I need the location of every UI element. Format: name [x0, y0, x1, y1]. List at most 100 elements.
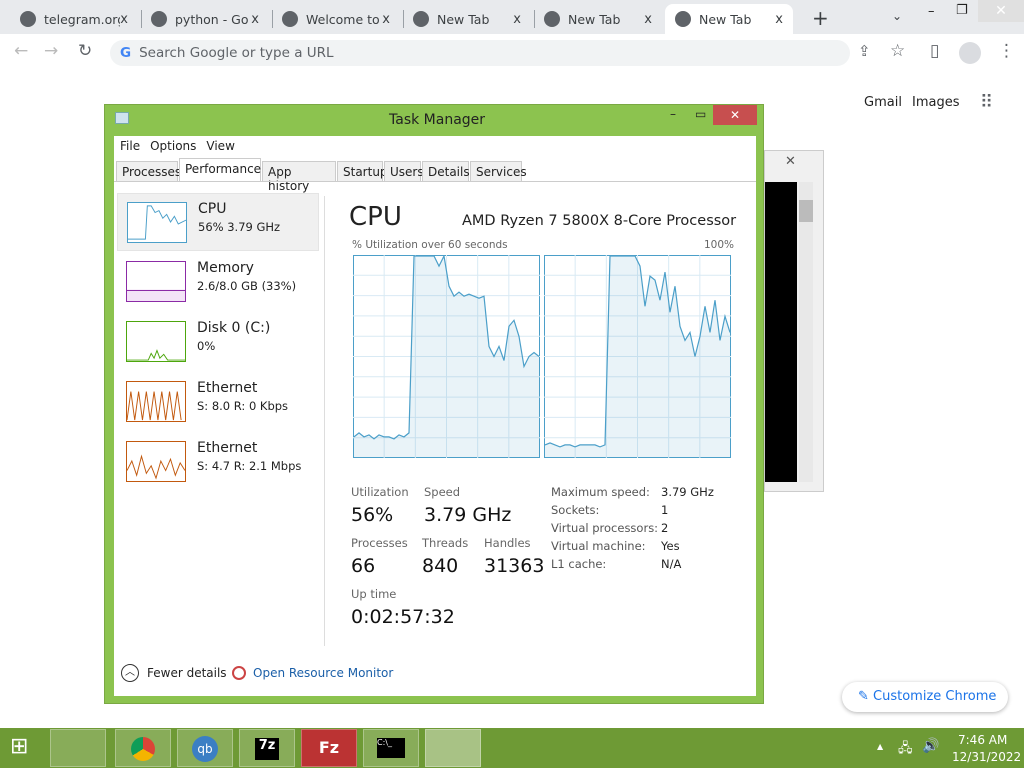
- clock-time[interactable]: 7:46 AM: [958, 733, 1008, 747]
- network-icon[interactable]: 🖧: [898, 741, 913, 756]
- tab-users[interactable]: Users: [384, 161, 424, 182]
- speed-label: Speed: [424, 485, 461, 499]
- browser-tab[interactable]: New Tab x: [665, 4, 793, 34]
- menu-bar: File Options View: [120, 139, 245, 153]
- mini-graph: [126, 381, 186, 422]
- tm-close-button[interactable]: ✕: [713, 105, 757, 125]
- task-manager-body: File Options View Processes Performance App …: [114, 136, 756, 696]
- side-panel-icon[interactable]: ▯: [930, 41, 940, 61]
- qbittorrent-taskbar-icon[interactable]: qb: [177, 729, 233, 767]
- tab-close-icon[interactable]: x: [513, 11, 521, 27]
- bookmark-star-icon[interactable]: ☆: [890, 41, 906, 61]
- tab-startup[interactable]: Startup: [337, 161, 388, 182]
- new-tab-button[interactable]: +: [812, 6, 829, 30]
- mini-graph: [127, 202, 187, 243]
- omnibox[interactable]: G Search Google or type a URL: [110, 40, 850, 66]
- tab-search-button[interactable]: ⌄: [892, 9, 903, 23]
- tab-services[interactable]: Services: [470, 161, 527, 182]
- favicon-icon: [675, 11, 691, 27]
- mini-graph: [126, 321, 186, 362]
- sidebar-item-disk-0-c-[interactable]: Disk 0 (C:) 0%: [117, 313, 319, 371]
- spec-value: 3.79 GHz: [661, 485, 714, 499]
- sidebar-item-memory[interactable]: Memory 2.6/8.0 GB (33%): [117, 253, 319, 311]
- apps-grid-icon[interactable]: ⠿: [980, 92, 993, 113]
- share-icon[interactable]: ⇪: [858, 42, 871, 60]
- background-close-icon[interactable]: ✕: [785, 154, 796, 169]
- browser-tab[interactable]: python - Go x: [141, 4, 269, 34]
- tab-processes[interactable]: Processes: [116, 161, 181, 182]
- cpu-line: [544, 255, 731, 448]
- 7zip-taskbar-icon[interactable]: 7z: [239, 729, 295, 767]
- chrome-taskbar-icon[interactable]: [115, 729, 171, 767]
- spec-label: Virtual machine:: [551, 539, 646, 553]
- browser-tab[interactable]: Welcome to x: [272, 4, 400, 34]
- tab-close-icon[interactable]: x: [382, 11, 390, 27]
- favicon-icon: [151, 11, 167, 27]
- sidebar-item-detail: S: 8.0 R: 0 Kbps: [197, 399, 289, 413]
- tab-details[interactable]: Details: [422, 161, 470, 182]
- filezilla-taskbar-icon[interactable]: Fz: [301, 729, 357, 767]
- sidebar-item-detail: 2.6/8.0 GB (33%): [197, 279, 297, 293]
- browser-tab[interactable]: telegram.org x: [10, 4, 138, 34]
- graph-max: 100%: [704, 239, 735, 251]
- browser-tab[interactable]: New Tab x: [534, 4, 662, 34]
- close-button[interactable]: ✕: [978, 0, 1024, 22]
- gmail-link[interactable]: Gmail: [864, 95, 902, 110]
- browser-tab[interactable]: New Tab x: [403, 4, 531, 34]
- profile-avatar[interactable]: [959, 42, 981, 64]
- back-icon[interactable]: ←: [14, 41, 29, 61]
- show-hidden-icons[interactable]: ▲: [877, 742, 884, 751]
- sidebar-item-name: Ethernet: [197, 440, 258, 456]
- cpu-area: [545, 256, 730, 457]
- sidebar-item-name: Ethernet: [197, 380, 258, 396]
- volume-icon[interactable]: 🔊: [922, 738, 940, 754]
- tab-close-icon[interactable]: x: [775, 11, 783, 27]
- open-resource-monitor-link[interactable]: Open Resource Monitor: [232, 666, 393, 680]
- tab-title: telegram.org: [44, 11, 121, 27]
- spec-value: 1: [661, 503, 669, 517]
- start-button[interactable]: ⊞: [10, 734, 29, 759]
- sidebar-item-ethernet[interactable]: Ethernet S: 8.0 R: 0 Kbps: [117, 373, 319, 431]
- forward-icon[interactable]: →: [44, 41, 59, 61]
- favicon-icon: [544, 11, 560, 27]
- restore-button[interactable]: ❐: [956, 3, 968, 18]
- cpu-line: [353, 255, 540, 440]
- cpu-graph-core-0: [353, 255, 540, 458]
- sidebar-item-ethernet[interactable]: Ethernet S: 4.7 R: 2.1 Mbps: [117, 433, 319, 491]
- tab-app-history[interactable]: App history: [262, 161, 336, 193]
- uptime-value: 0:02:57:32: [351, 606, 455, 628]
- customize-chrome-button[interactable]: ✎ Customize Chrome: [842, 682, 1008, 712]
- tab-performance[interactable]: Performance: [179, 158, 261, 182]
- mini-graph: [126, 441, 186, 482]
- spec-value: 2: [661, 521, 669, 535]
- menu-options[interactable]: Options: [150, 139, 197, 153]
- tab-separator: [534, 10, 535, 28]
- cmd-taskbar-icon[interactable]: C:\_: [363, 729, 419, 767]
- menu-file[interactable]: File: [120, 139, 141, 153]
- favicon-icon: [282, 11, 298, 27]
- tm-maximize-button[interactable]: ▭: [695, 107, 707, 121]
- reload-icon[interactable]: ↻: [78, 41, 93, 61]
- spec-label: Virtual processors:: [551, 521, 659, 535]
- handles-label: Handles: [484, 536, 531, 550]
- menu-dots-icon[interactable]: ⋮: [998, 41, 1015, 61]
- processes-label: Processes: [351, 536, 408, 550]
- tab-title: Welcome to: [306, 11, 380, 27]
- menu-view[interactable]: View: [206, 139, 235, 153]
- tm-minimize-button[interactable]: –: [670, 107, 676, 121]
- favicon-icon: [20, 11, 36, 27]
- tab-close-icon[interactable]: x: [120, 11, 128, 27]
- images-link[interactable]: Images: [912, 95, 960, 110]
- tab-close-icon[interactable]: x: [644, 11, 652, 27]
- scrollbar[interactable]: [799, 182, 813, 482]
- sidebar-item-detail: 0%: [197, 339, 216, 353]
- clock-date[interactable]: 12/31/2022: [952, 750, 1022, 764]
- tab-content-border: [114, 181, 756, 182]
- uptime-label: Up time: [351, 587, 397, 601]
- task-manager-taskbar-icon[interactable]: [425, 729, 481, 767]
- sidebar-item-cpu[interactable]: CPU 56% 3.79 GHz: [117, 193, 319, 251]
- tab-close-icon[interactable]: x: [251, 11, 259, 27]
- minimize-button[interactable]: –: [928, 4, 935, 19]
- file-explorer-taskbar-icon[interactable]: [50, 729, 106, 767]
- fewer-details-button[interactable]: ︿ Fewer details: [121, 664, 227, 682]
